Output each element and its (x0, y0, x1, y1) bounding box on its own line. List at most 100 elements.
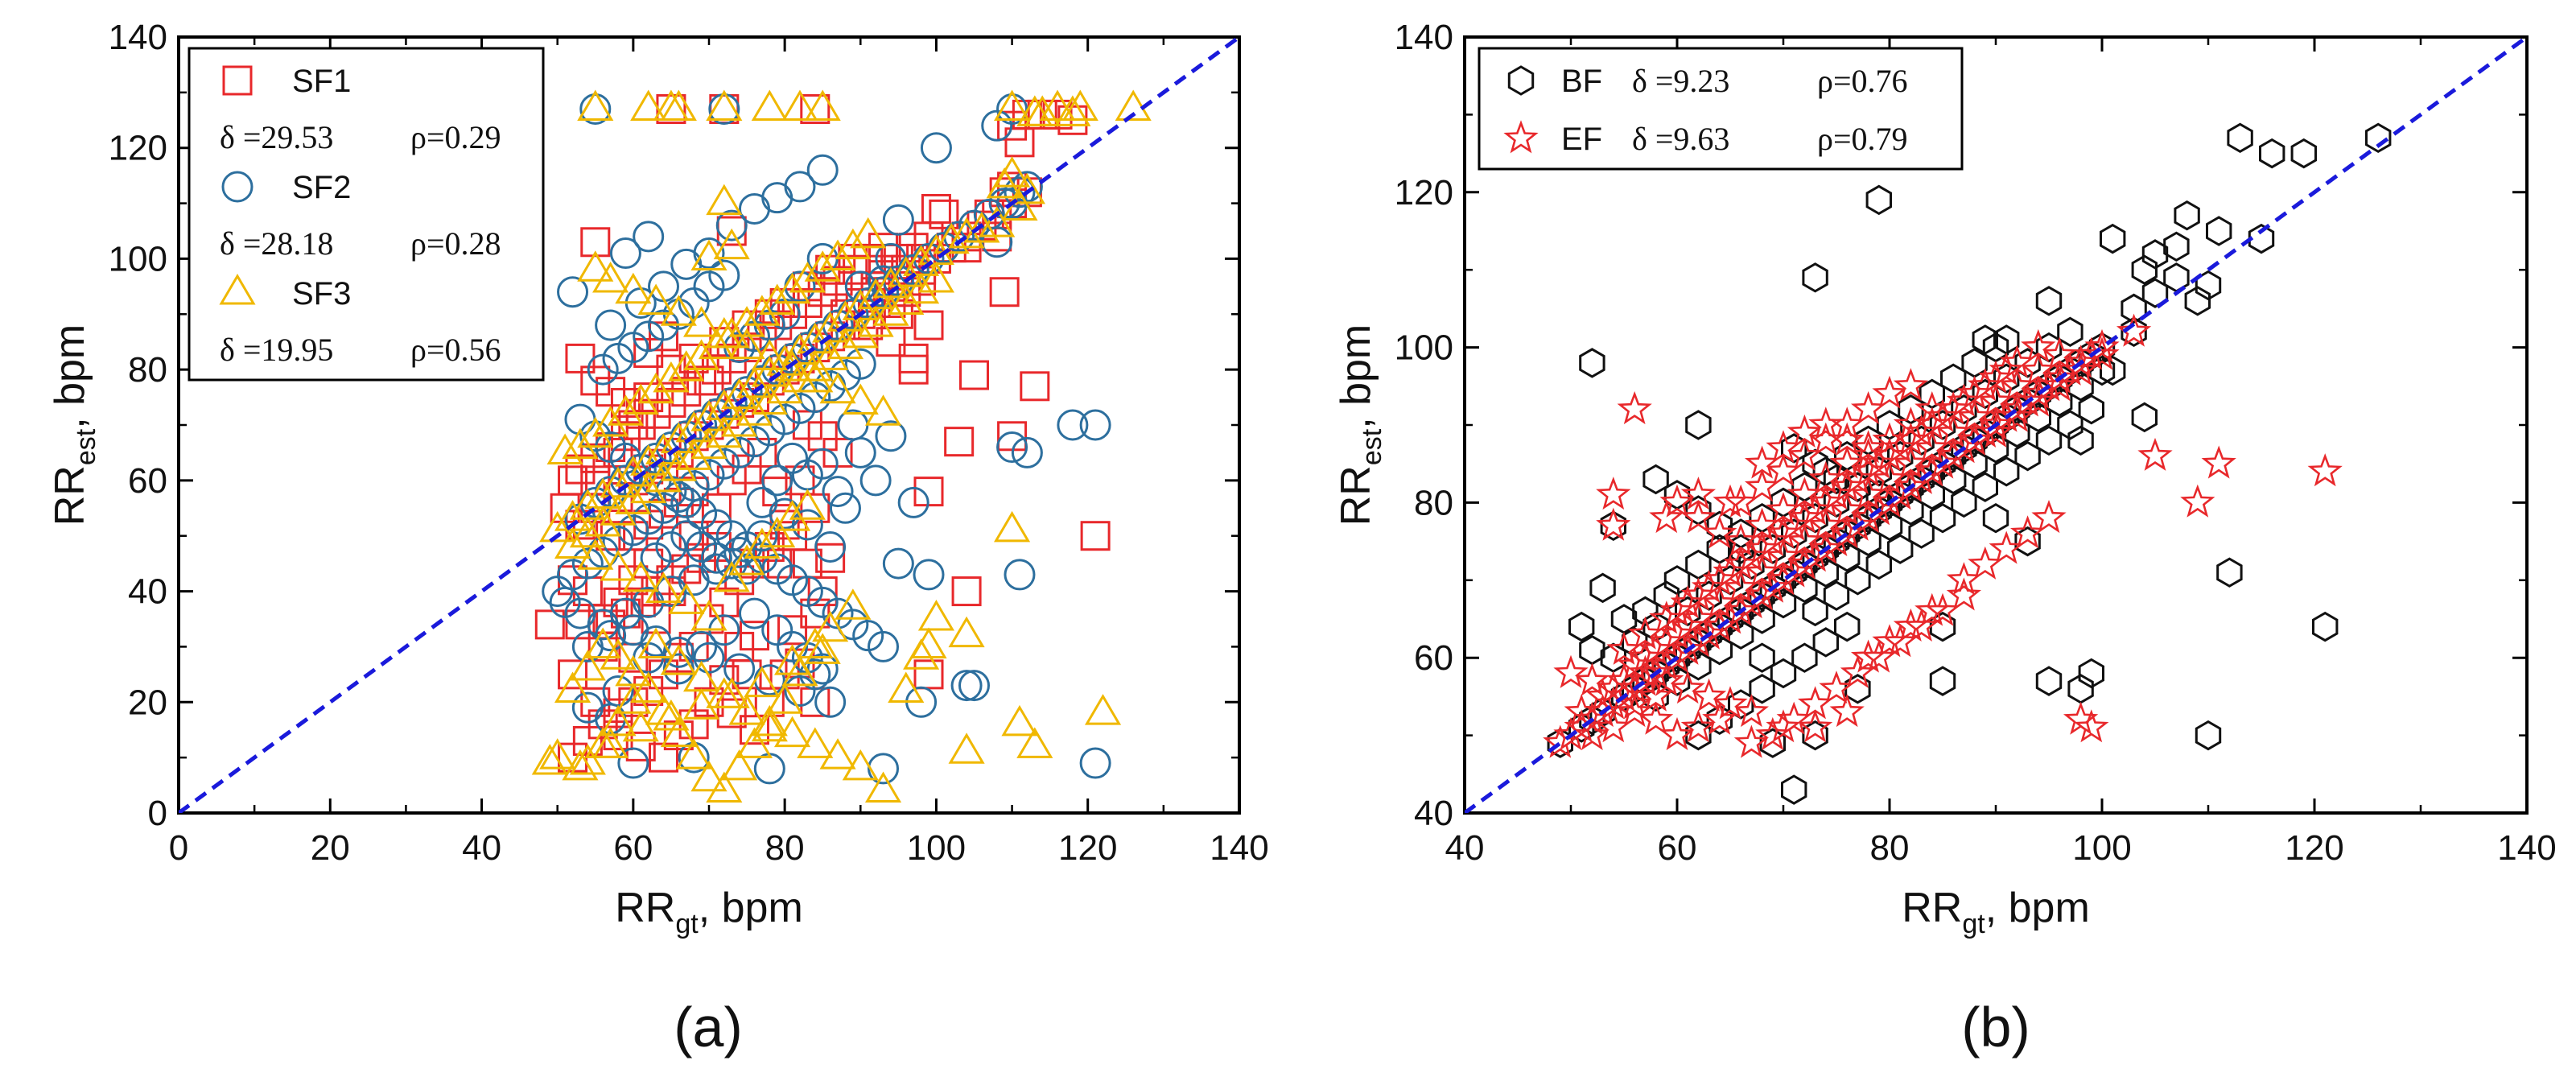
y-tick-label: 0 (148, 794, 167, 833)
data-point (819, 372, 856, 404)
data-point (713, 316, 750, 349)
data-point (2021, 352, 2056, 386)
data-point (630, 472, 667, 504)
data-point (800, 493, 831, 523)
data-point (690, 760, 727, 792)
data-point (539, 510, 576, 543)
data-point (721, 749, 758, 781)
data-point (2063, 352, 2099, 386)
data-point (807, 421, 838, 452)
data-point (645, 460, 682, 493)
data-point (751, 89, 788, 122)
data-point (1659, 639, 1695, 673)
x-axis-title: RRgt, bpm (615, 885, 803, 939)
data-point (2063, 345, 2099, 378)
data-point (1649, 647, 1684, 681)
data-point (2195, 720, 2222, 751)
data-point (1850, 437, 1886, 471)
data-point (569, 744, 606, 775)
data-point (994, 156, 1031, 188)
data-point (1001, 704, 1038, 737)
data-point (1061, 89, 1098, 122)
data-point (747, 437, 777, 468)
data-point (917, 262, 954, 293)
x-tick-label: 100 (2072, 828, 2131, 868)
data-point (1903, 414, 1939, 448)
data-point (1797, 709, 1833, 743)
x-tick-label: 80 (1870, 828, 1910, 868)
data-point (2131, 254, 2158, 285)
data-point (1989, 398, 2024, 432)
data-point (1543, 724, 1578, 758)
data-point (1935, 414, 1971, 448)
data-point (1011, 436, 1043, 468)
data-point (1039, 89, 1076, 122)
data-point (2174, 200, 2200, 231)
data-point (2141, 239, 2169, 270)
data-point (1723, 484, 1758, 518)
data-point (979, 206, 1016, 237)
data-point (1766, 492, 1801, 526)
data-point (2180, 484, 2215, 518)
data-point (1829, 492, 1865, 526)
data-point (1929, 611, 1956, 642)
data-point (829, 492, 861, 524)
data-point (539, 738, 576, 770)
data-point (2042, 368, 2077, 402)
data-point (921, 193, 951, 224)
data-point (579, 93, 612, 126)
legend-marker-ef (1503, 120, 1539, 154)
data-point (571, 630, 604, 662)
data-point (584, 727, 621, 758)
data-point (728, 694, 765, 725)
data-point (761, 182, 793, 214)
y-tick-label: 20 (128, 683, 167, 722)
data-point (1004, 127, 1035, 158)
data-point (1691, 569, 1727, 603)
series-sf3 (531, 89, 1152, 803)
data-point (1978, 406, 2013, 440)
data-point (859, 464, 892, 497)
x-tick-label: 120 (2285, 828, 2343, 868)
data-point (751, 704, 788, 737)
data-point (759, 516, 796, 548)
data-point (2259, 138, 2285, 169)
data-point (1872, 375, 1907, 409)
data-point (615, 272, 652, 304)
data-point (2078, 394, 2104, 425)
legend-label-sf1: SF1 (292, 64, 351, 99)
data-point (1713, 554, 1748, 588)
data-point (738, 597, 770, 629)
data-point (2031, 500, 2067, 534)
data-point (2084, 328, 2120, 363)
data-point (739, 621, 769, 651)
data-point (1759, 728, 1786, 758)
data-point (683, 339, 720, 370)
data-point (2121, 316, 2147, 348)
data-point (989, 277, 1020, 307)
data-point (1079, 409, 1111, 441)
data-point (706, 416, 743, 448)
data-point (1840, 507, 1876, 541)
data-point (1649, 624, 1684, 658)
data-point (2014, 526, 2041, 557)
data-point (1802, 262, 1828, 293)
data-point (2021, 383, 2056, 417)
data-point (898, 354, 929, 385)
data-point (1755, 522, 1791, 557)
legend-label-ef: EF (1561, 122, 1602, 157)
data-point (1685, 720, 1712, 751)
data-point (753, 753, 785, 785)
data-point (2057, 316, 2083, 348)
data-point (1978, 383, 2013, 417)
y-axis-title-unit: , bpm (47, 324, 93, 429)
data-layer (1465, 37, 2527, 813)
data-point (1702, 701, 1737, 735)
y-tick-label: 40 (128, 572, 167, 612)
data-point (1766, 562, 1801, 596)
data-point (1872, 422, 1907, 456)
data-point (785, 465, 815, 496)
data-point (1989, 352, 2024, 386)
data-point (660, 450, 697, 481)
